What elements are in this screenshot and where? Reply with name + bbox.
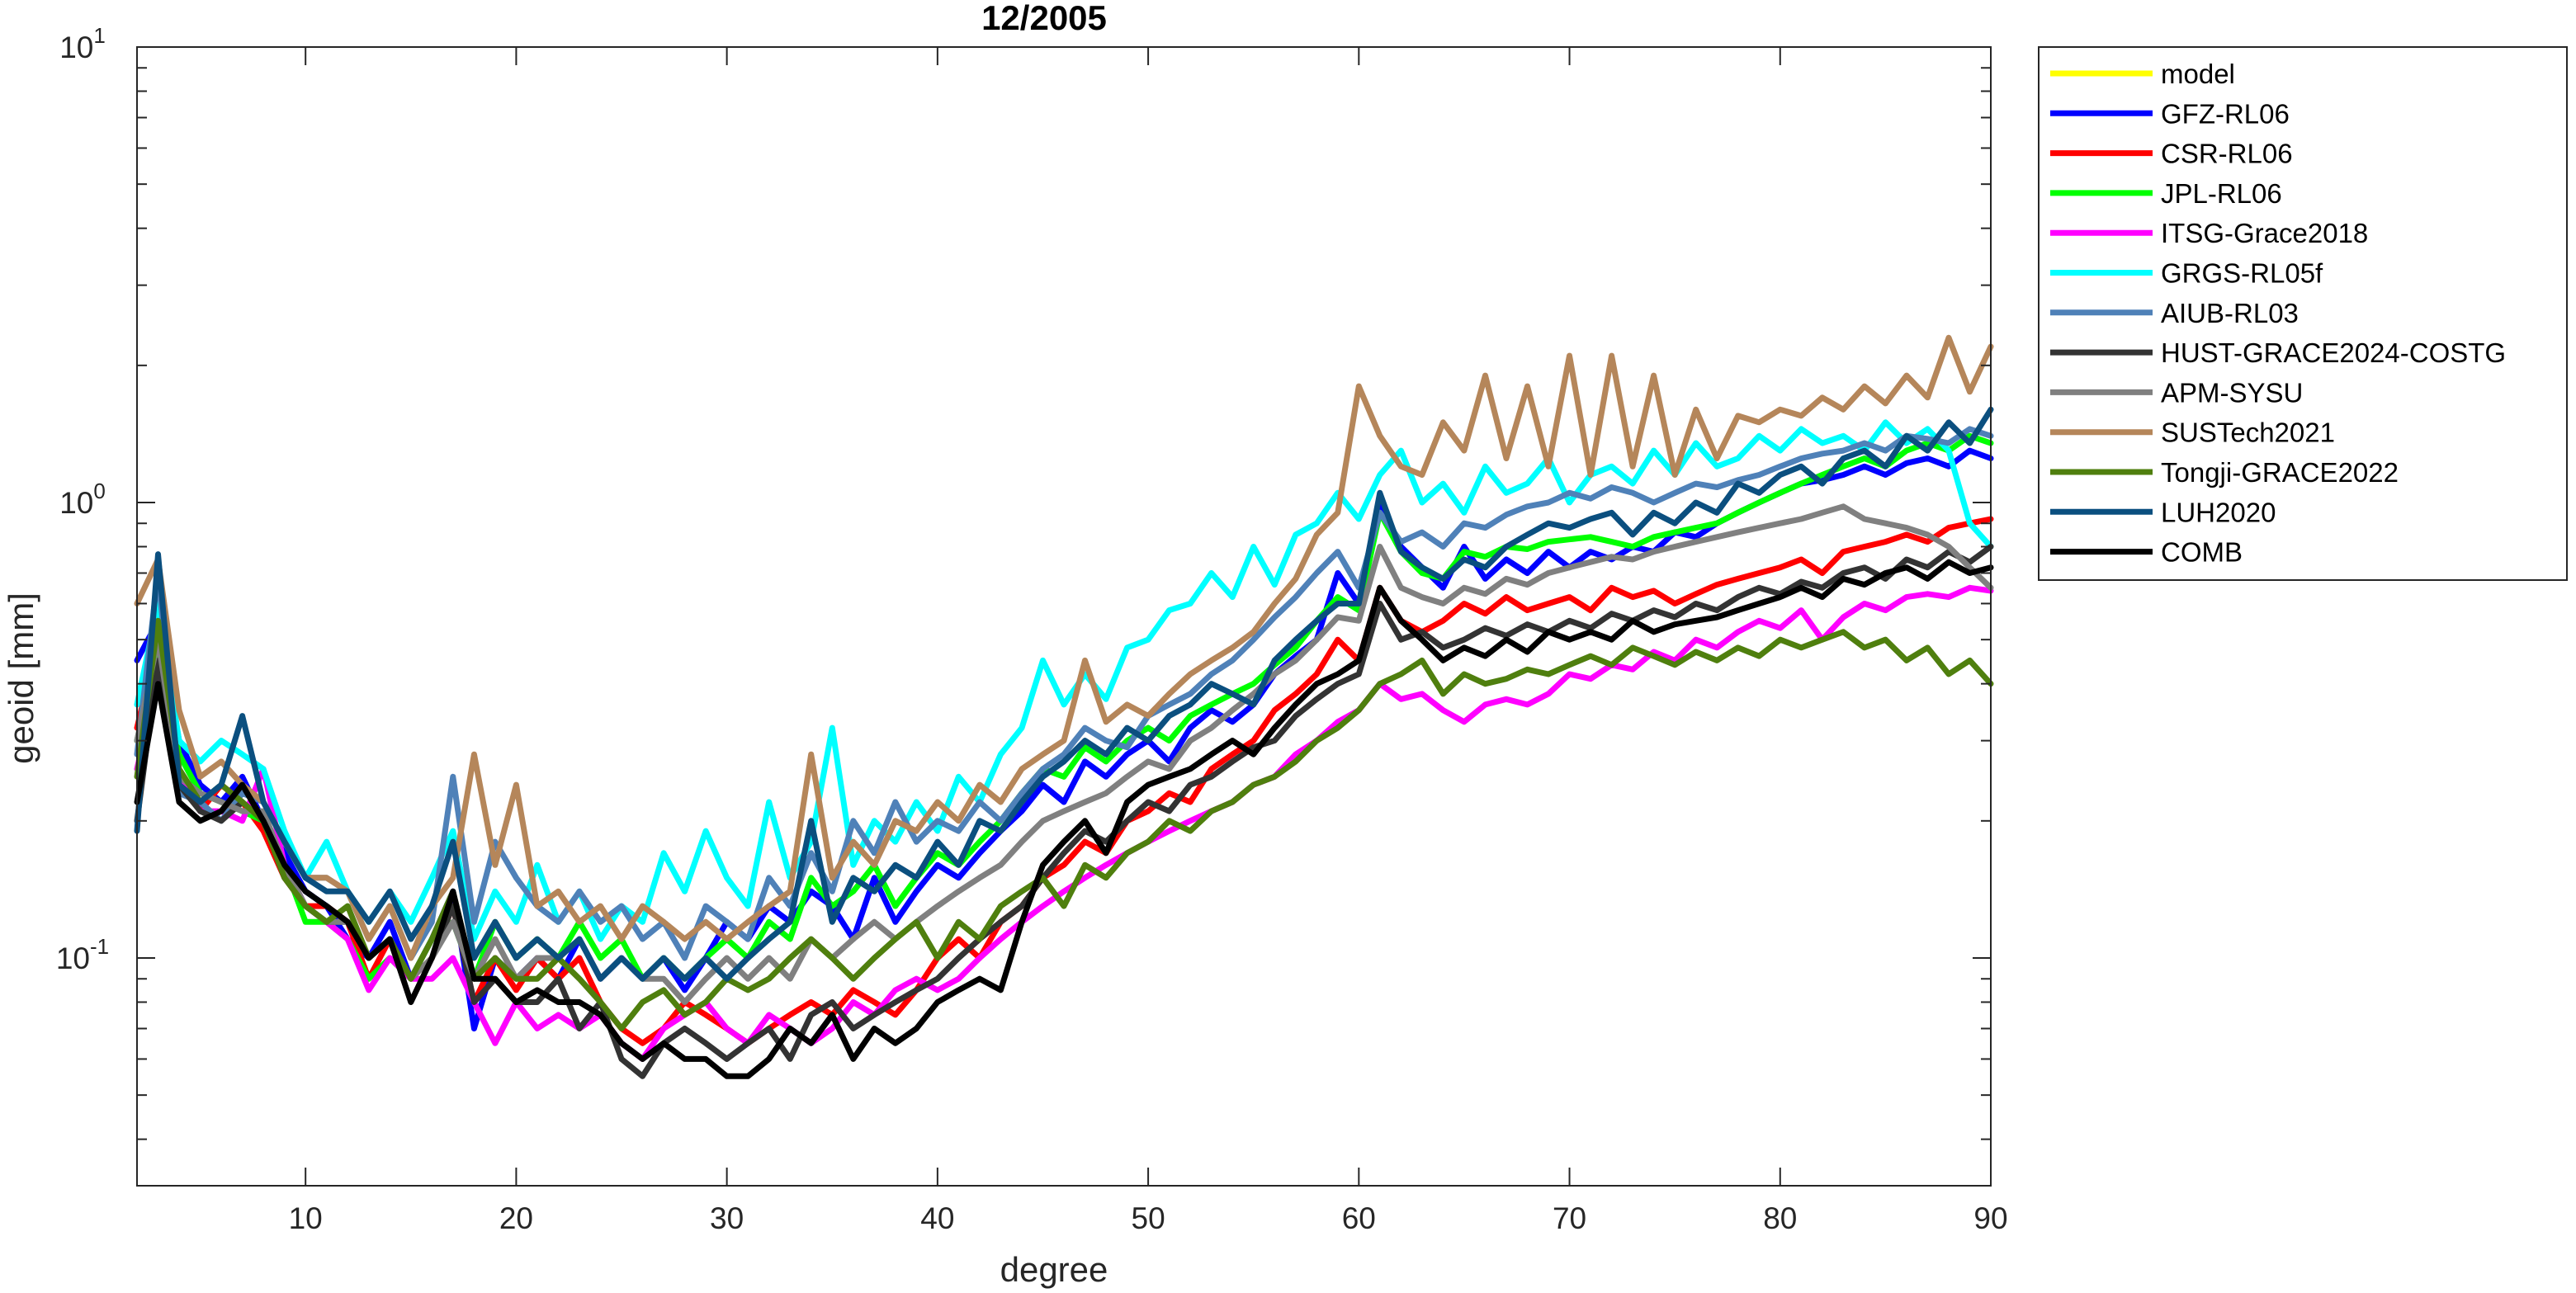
x-axis-label: degree — [1000, 1250, 1108, 1289]
x-tick-label: 60 — [1342, 1201, 1376, 1235]
legend-label: SUSTech2021 — [2161, 418, 2335, 448]
series-line-comb — [134, 559, 1994, 1079]
y-tick-exponent: 1 — [93, 23, 105, 48]
x-tick-label: 20 — [499, 1201, 533, 1235]
plot-frame — [136, 46, 1992, 1187]
y-tick-label: 10-1 — [56, 934, 109, 975]
legend-label: GFZ-RL06 — [2161, 98, 2290, 129]
legend-label: COMB — [2161, 537, 2243, 568]
x-tick-label: 80 — [1763, 1201, 1797, 1235]
legend-label: GRGS-RL05f — [2161, 258, 2323, 289]
legend-label: AIUB-RL03 — [2161, 298, 2299, 328]
y-tick-exponent: 0 — [93, 479, 105, 503]
x-tick-label: 10 — [289, 1201, 323, 1235]
x-tick-label: 30 — [710, 1201, 744, 1235]
legend-label: Tongji-GRACE2022 — [2161, 457, 2399, 488]
y-tick-label: 100 — [59, 479, 106, 520]
series-line-grgs-rl05f — [134, 419, 1994, 942]
x-tick-label: 70 — [1553, 1201, 1586, 1235]
legend: model GFZ-RL06 CSR-RL06 JPL-RL06 ITSG-Grace2… — [2038, 46, 2568, 581]
plot-area — [137, 47, 1991, 1186]
legend-label: ITSG-Grace2018 — [2161, 218, 2368, 248]
legend-label: CSR-RL06 — [2161, 139, 2293, 169]
legend-label: APM-SYSU — [2161, 377, 2303, 408]
y-tick-base: 10 — [59, 486, 93, 520]
chart-title: 12/2005 — [981, 0, 1107, 37]
x-tick-label: 50 — [1132, 1201, 1165, 1235]
y-tick-base: 10 — [59, 31, 93, 64]
series-line-itsg-grace2018 — [134, 584, 1994, 1062]
x-axis: 10 20 30 40 50 60 70 80 90 — [289, 47, 2008, 1235]
series-line-hust-grace2024-costg — [134, 544, 1994, 1079]
series-line-luh2020 — [134, 406, 1994, 982]
y-tick-label: 101 — [59, 23, 106, 64]
x-tick-label: 40 — [920, 1201, 954, 1235]
legend-label: JPL-RL06 — [2161, 178, 2282, 209]
y-tick-base: 10 — [56, 941, 90, 975]
x-tick-label: 90 — [1973, 1201, 2007, 1235]
y-axis-label: geoid [mm] — [2, 592, 40, 764]
legend-label: model — [2161, 59, 2235, 89]
y-tick-exponent: -1 — [90, 934, 109, 959]
legend-label: HUST-GRACE2024-COSTG — [2161, 337, 2506, 368]
series-layer — [134, 334, 1994, 1079]
legend-label: LUH2020 — [2161, 497, 2276, 527]
series-line-aiub-rl03 — [134, 426, 1994, 961]
series-line-apm-sysu — [134, 503, 1994, 1005]
series-line-sustech2021 — [134, 334, 1994, 961]
